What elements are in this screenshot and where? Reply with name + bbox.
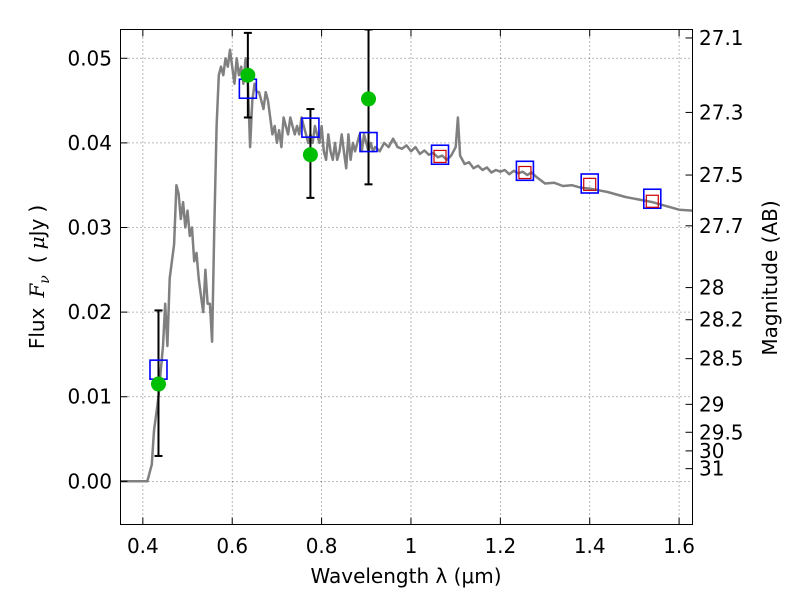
x-axis-title: Wavelength λ (μm) — [310, 564, 501, 588]
observed-nir-square — [583, 177, 597, 191]
plot-content — [120, 29, 693, 483]
y-tick-label: 0.03 — [67, 216, 112, 240]
y-axis-title-flux: Flux — [25, 307, 49, 349]
y-right-axis-title: Magnitude (AB) — [758, 200, 782, 355]
y-axis-title-paren-open: ( — [25, 255, 49, 263]
y-axis-title-fnu-sub: ν — [37, 275, 53, 284]
x-tick-label: 0.6 — [216, 534, 248, 558]
y-right-tick-label: 27.3 — [699, 100, 744, 124]
y-right-tick-label: 27.5 — [699, 163, 744, 187]
model-photometry-square — [430, 144, 450, 166]
y-axis-title-paren-close: ) — [25, 205, 49, 213]
x-tick-label: 1 — [405, 534, 418, 558]
model-photometry-square — [359, 131, 378, 153]
y-axis-title-fnu: F — [25, 283, 49, 299]
y-right-tick-label: 28.2 — [699, 308, 744, 332]
model-photometry-square — [580, 173, 600, 194]
observed-nir-square — [645, 194, 659, 208]
observed-nir-square — [518, 165, 532, 180]
y-tick-label: 0.05 — [67, 46, 112, 70]
y-right-tick-label: 27.7 — [699, 214, 744, 238]
y-right-tick-label: 29 — [699, 392, 724, 416]
y-tick-label: 0.01 — [67, 385, 112, 409]
y-axis-title-mu: μ — [25, 236, 49, 249]
y-axis-title-unit: Jy — [25, 218, 49, 238]
model-spectrum-line — [120, 48, 693, 483]
observed-nir-square — [433, 149, 447, 164]
y-right-tick-label: 28 — [699, 276, 724, 300]
y-axis-title: Flux Fν ( μJy) — [25, 205, 53, 349]
y-right-tick-label: 29.5 — [699, 420, 744, 444]
x-tick-label: 0.8 — [306, 534, 338, 558]
y-right-tick-label: 31 — [699, 457, 724, 481]
grid-lines — [120, 29, 693, 525]
plot-frame — [120, 29, 693, 525]
model-photometry-square — [642, 188, 662, 210]
x-tick-label: 1.4 — [574, 534, 606, 558]
y-right-tick-label: 27.1 — [699, 26, 744, 50]
observed-photometry-point — [240, 67, 256, 83]
observed-photometry-point — [150, 376, 166, 392]
x-tick-label: 1.6 — [663, 534, 695, 558]
y-tick-label: 0.04 — [67, 131, 112, 155]
model-photometry-square — [301, 117, 320, 138]
y-tick-label: 0.02 — [67, 300, 112, 324]
observed-photometry-point — [302, 147, 318, 163]
y-tick-label: 0.00 — [67, 469, 112, 493]
x-tick-label: 0.4 — [127, 534, 159, 558]
x-tick-label: 1.2 — [484, 534, 516, 558]
observed-photometry-point — [361, 91, 377, 107]
model-photometry-square — [515, 160, 535, 182]
y-right-tick-label: 28.5 — [699, 347, 744, 371]
y-right-tick-label: 30 — [699, 439, 724, 463]
plot-area — [120, 29, 693, 483]
axis-ticks: 0.4 0.6 0.8 1 1.2 1.4 1.6 0.00 0.01 0.02 0.03 0.04 0… — [67, 26, 743, 558]
